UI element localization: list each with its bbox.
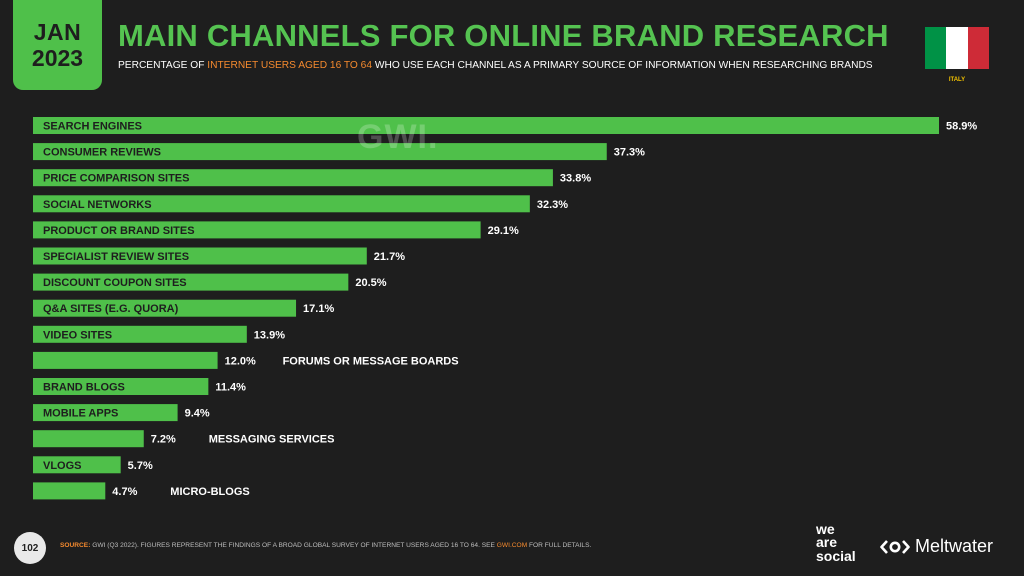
- subtitle-pre: PERCENTAGE OF: [118, 60, 208, 71]
- bar-12: [33, 430, 144, 448]
- date-year: 2023: [31, 44, 84, 71]
- date-badge: JAN 2023: [13, 0, 102, 90]
- flag-stripe-green: [925, 27, 947, 69]
- logo-we: we: [816, 521, 835, 537]
- value-label-4: 29.1%: [488, 225, 519, 237]
- page-subtitle: PERCENTAGE OF INTERNET USERS AGED 16 TO …: [118, 60, 873, 71]
- we-are-social-logo: we are social: [816, 521, 856, 564]
- flag-stripe-white: [946, 27, 968, 69]
- bar-0: [33, 117, 939, 134]
- value-label-3: 32.3%: [537, 199, 568, 211]
- bar-13: [33, 456, 121, 474]
- subtitle-highlight: INTERNET USERS AGED 16 TO 64: [207, 60, 373, 71]
- bar-3: [33, 195, 530, 213]
- subtitle-post: WHO USE EACH CHANNEL AS A PRIMARY SOURCE…: [372, 60, 873, 71]
- bar-1: [33, 143, 607, 161]
- source-label: SOURCE:: [60, 542, 91, 549]
- date-month: JAN: [33, 18, 82, 45]
- logo-meltwater-text: Meltwater: [915, 536, 994, 556]
- value-label-0: 58.9%: [946, 121, 977, 133]
- source-end: FOR FULL DETAILS.: [527, 542, 592, 549]
- category-label-6: DISCOUNT COUPON SITES: [43, 277, 187, 289]
- category-label-7: Q&A SITES (E.G. QUORA): [43, 303, 179, 315]
- italy-flag-icon: [925, 27, 989, 69]
- value-label-1: 37.3%: [614, 147, 645, 159]
- value-label-14: 4.7%: [112, 486, 137, 498]
- category-label-4: PRODUCT OR BRAND SITES: [43, 225, 195, 237]
- country-label: ITALY: [948, 77, 966, 83]
- category-label-14: MICRO-BLOGS: [170, 486, 249, 498]
- source-text: GWI (Q3 2022). FIGURES REPRESENT THE FIN…: [90, 542, 497, 549]
- page-number: 102: [14, 532, 46, 564]
- category-label-8: VIDEO SITES: [43, 329, 112, 341]
- value-label-2: 33.8%: [560, 173, 591, 185]
- bar-6: [33, 273, 349, 291]
- value-label-11: 9.4%: [185, 408, 210, 420]
- bar-7: [33, 299, 297, 317]
- bar-5: [33, 247, 367, 265]
- category-label-10: BRAND BLOGS: [43, 382, 125, 394]
- category-label-5: SPECIALIST REVIEW SITES: [43, 251, 189, 263]
- bar-2: [33, 169, 553, 187]
- value-label-5: 21.7%: [374, 251, 405, 263]
- bar-8: [33, 325, 247, 343]
- value-label-9: 12.0%: [225, 355, 256, 367]
- category-label-9: FORUMS OR MESSAGE BOARDS: [283, 355, 459, 367]
- category-label-12: MESSAGING SERVICES: [209, 434, 335, 446]
- category-label-3: SOCIAL NETWORKS: [43, 199, 152, 211]
- value-label-13: 5.7%: [128, 460, 153, 472]
- source-note: SOURCE: GWI (Q3 2022). FIGURES REPRESENT…: [60, 542, 591, 549]
- category-label-11: MOBILE APPS: [43, 408, 118, 420]
- value-label-8: 13.9%: [254, 329, 285, 341]
- bar-9: [33, 351, 218, 369]
- meltwater-mark-icon: [880, 539, 910, 554]
- category-label-0: SEARCH ENGINES: [43, 121, 142, 133]
- gwi-watermark: GWI.: [357, 118, 439, 156]
- category-label-2: PRICE COMPARISON SITES: [43, 173, 189, 185]
- logo-are: are: [816, 534, 838, 551]
- value-label-7: 17.1%: [303, 303, 334, 315]
- value-label-10: 11.4%: [215, 382, 246, 394]
- bar-14: [33, 482, 106, 500]
- value-label-6: 20.5%: [355, 277, 386, 289]
- category-label-1: CONSUMER REVIEWS: [43, 147, 161, 159]
- meltwater-logo: Meltwater: [880, 536, 993, 557]
- logo-social: social: [816, 547, 856, 564]
- bar-4: [33, 221, 481, 239]
- flag-stripe-red: [967, 27, 989, 69]
- page-title: MAIN CHANNELS FOR ONLINE BRAND RESEARCH: [118, 18, 889, 53]
- category-label-13: VLOGS: [43, 460, 82, 472]
- source-link[interactable]: GWI.COM: [496, 542, 528, 549]
- bar-11: [33, 404, 178, 422]
- bar-10: [33, 378, 209, 395]
- value-label-12: 7.2%: [151, 434, 176, 446]
